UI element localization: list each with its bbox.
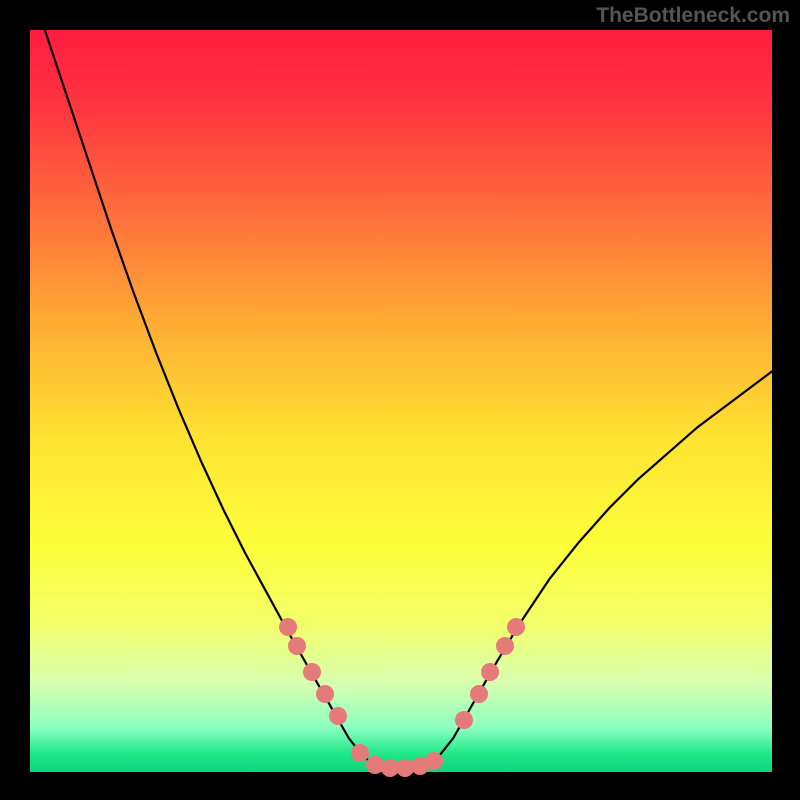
data-marker <box>481 663 499 681</box>
data-marker <box>470 685 488 703</box>
data-marker <box>303 663 321 681</box>
plot-area <box>30 30 772 772</box>
watermark-text: TheBottleneck.com <box>596 4 790 28</box>
data-marker <box>496 637 514 655</box>
data-marker <box>329 707 347 725</box>
data-marker <box>425 752 443 770</box>
data-marker <box>279 618 297 636</box>
chart-canvas: TheBottleneck.com <box>0 0 800 800</box>
markers-layer <box>30 30 772 772</box>
data-marker <box>288 637 306 655</box>
data-marker <box>455 711 473 729</box>
data-marker <box>507 618 525 636</box>
data-marker <box>316 685 334 703</box>
